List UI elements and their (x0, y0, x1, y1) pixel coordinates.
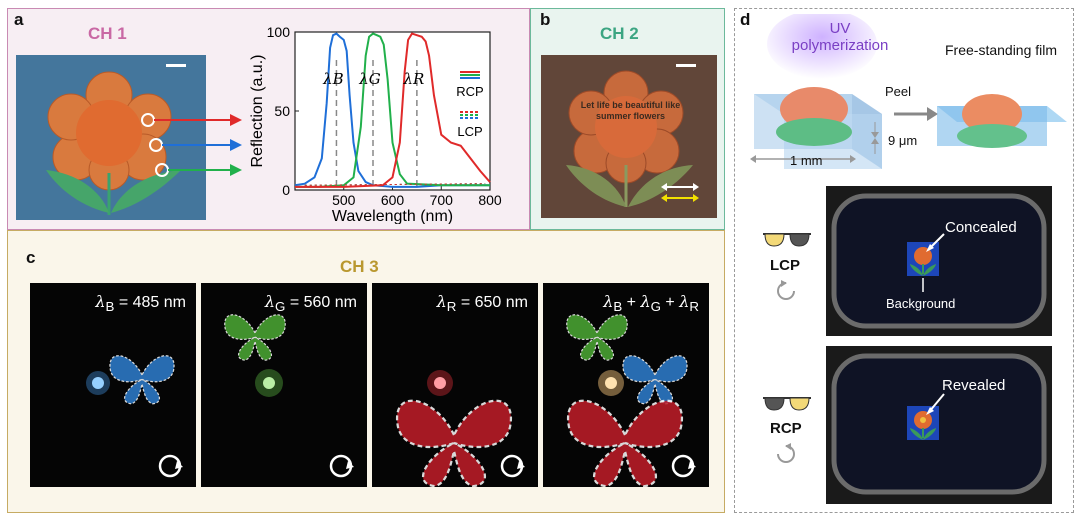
rcp-photo (826, 346, 1052, 504)
glasses-rcp-icon (763, 397, 811, 411)
hologram-svg (566, 314, 696, 487)
hologram-svg (395, 370, 525, 487)
reflection-chart: 500 600 700 800 0 50 100 Wavelength (nm) Reflect… (249, 24, 502, 224)
x-tick-label: 800 (478, 192, 502, 208)
ch2-title: CH 2 (600, 24, 639, 43)
uv-text: UV polymerization (791, 20, 889, 54)
lcp-label: LCP (770, 257, 800, 274)
peel-text: Peel (885, 84, 912, 99)
hologram-image: λB = 485 nm (30, 283, 196, 487)
ch1-title: CH 1 (88, 24, 127, 43)
hologram-svg (86, 355, 183, 478)
concealed-label: Concealed (945, 219, 1017, 236)
fabrication-diagram (750, 14, 1067, 169)
rotation-cw-icon (777, 443, 795, 463)
y-axis-label: Reflection (a.u.) (249, 55, 266, 168)
hologram-svg (224, 314, 354, 478)
series-line-λB (294, 32, 490, 188)
x-tick-label: 500 (332, 192, 356, 208)
panel-a-label: a (14, 10, 24, 29)
hologram-image: λR = 650 nm (372, 283, 538, 487)
legend-lcp: LCP (457, 124, 482, 139)
legend-rcp: RCP (456, 84, 483, 99)
x-tick-label: 600 (381, 192, 405, 208)
thickness-text: 9 μm (888, 133, 918, 148)
background-label: Background (886, 296, 956, 311)
revealed-label: Revealed (942, 377, 1006, 394)
wavelength-label: λR = 650 nm (436, 292, 528, 315)
hologram-image: λG = 560 nm (201, 283, 367, 487)
flower-hidden-text: Let life be beautiful like summer flower… (580, 100, 681, 121)
peak-label: λB (322, 70, 344, 88)
film-text: Free-standing film (945, 42, 1058, 58)
wavelength-label: λB = 485 nm (95, 292, 186, 315)
series-line-λG (295, 32, 490, 188)
scale-bar (166, 64, 186, 67)
peak-label: λG (358, 70, 381, 88)
rcp-label: RCP (770, 420, 802, 437)
wavelength-label: λB + λG + λR (603, 292, 699, 315)
y-tick-label: 100 (267, 24, 291, 40)
panel-d-label: d (740, 10, 751, 29)
y-tick-label: 50 (274, 103, 290, 119)
peak-label: λR (402, 70, 424, 88)
glasses-lcp-icon (763, 233, 811, 247)
flower-photo-ch2 (541, 55, 717, 218)
panel-c-label: c (26, 248, 36, 267)
hologram-image: λB + λG + λR (543, 283, 709, 487)
width-text: 1 mm (790, 153, 823, 168)
flower-photo-ch1 (16, 55, 206, 220)
lcp-line (304, 183, 486, 186)
x-axis-label: Wavelength (nm) (332, 208, 453, 224)
x-tick-label: 700 (430, 192, 454, 208)
rotation-ccw-icon (777, 280, 795, 300)
ch3-title: CH 3 (340, 257, 379, 276)
wavelength-label: λG = 560 nm (264, 292, 357, 315)
panel-d (734, 8, 1074, 513)
y-tick-label: 0 (282, 182, 290, 198)
series-line-λR (295, 32, 491, 188)
panel-b-label: b (540, 10, 551, 29)
plot-frame (294, 31, 491, 191)
arrows-to-chart (141, 113, 242, 177)
lcp-photo (826, 186, 1052, 336)
